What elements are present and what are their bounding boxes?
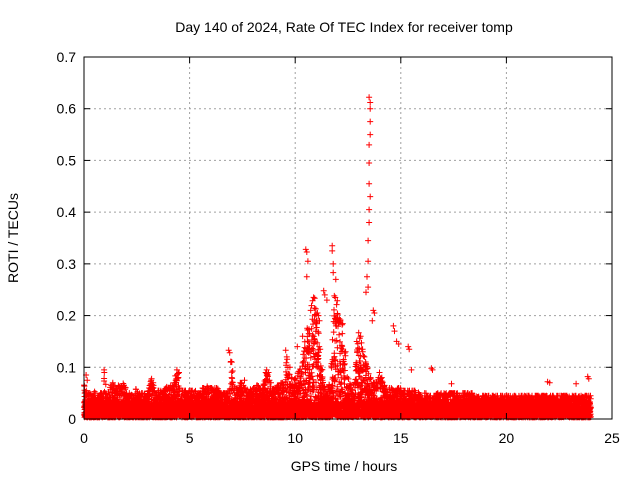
x-tick-label: 25 bbox=[604, 430, 620, 446]
x-tick-label: 5 bbox=[186, 430, 194, 446]
y-tick-label: 0.6 bbox=[57, 101, 77, 117]
y-axis-label: ROTI / TECUs bbox=[5, 193, 21, 283]
y-tick-label: 0.2 bbox=[57, 308, 77, 324]
y-tick-label: 0.3 bbox=[57, 256, 77, 272]
x-tick-label: 10 bbox=[287, 430, 303, 446]
y-tick-label: 0 bbox=[68, 411, 76, 427]
y-tick-label: 0.7 bbox=[57, 49, 77, 65]
plot-frame bbox=[83, 56, 613, 420]
y-tick-label: 0.1 bbox=[57, 359, 77, 375]
axis-tick-labels: 0 5 10 15 20 25 0 0.1 0.2 0.3 0.4 0.5 0.6 0.7 bbox=[57, 49, 620, 446]
y-tick-label: 0.5 bbox=[57, 152, 77, 168]
chart-title: Day 140 of 2024, Rate Of TEC Index for r… bbox=[175, 19, 513, 35]
x-tick-label: 0 bbox=[80, 430, 88, 446]
y-tick-label: 0.4 bbox=[57, 204, 77, 220]
x-tick-label: 15 bbox=[393, 430, 409, 446]
x-axis-label: GPS time / hours bbox=[291, 458, 398, 474]
axis-ticks bbox=[83, 56, 613, 420]
x-tick-label: 20 bbox=[499, 430, 515, 446]
grid-lines bbox=[84, 57, 612, 419]
